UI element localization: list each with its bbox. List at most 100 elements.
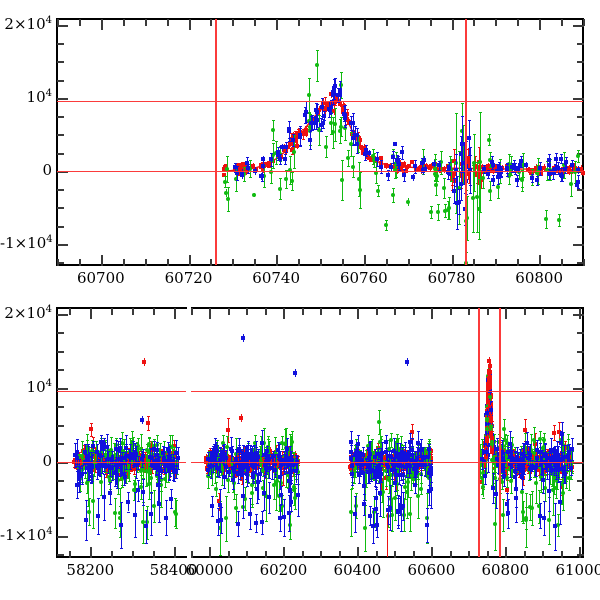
bottom-ytick-minor: [57, 351, 64, 353]
top-point-blue-errorcap: [299, 128, 302, 129]
top-point-green-errorcap: [476, 232, 479, 233]
top-point-blue: [379, 164, 384, 169]
top-point-red: [250, 163, 255, 168]
top-ytick-label: 2×104: [4, 14, 52, 33]
bottom-point-green-errorcap: [396, 434, 399, 435]
top-point-green: [314, 63, 319, 68]
top-point-green-errorcap: [499, 159, 502, 160]
bottom-ytick-minor: [57, 388, 68, 390]
top-point-blue-errorcap: [396, 155, 399, 156]
top-point-green-errorcap: [570, 196, 573, 197]
bottom-xtick: [468, 308, 470, 315]
top-point-blue-errorcap: [270, 166, 273, 167]
bottom-ytick-minor: [577, 499, 584, 501]
top-point-blue: [374, 156, 379, 161]
top-point-blue: [563, 166, 568, 171]
top-point-green-errorcap: [478, 239, 481, 240]
top-point-green-errorcap: [546, 180, 549, 181]
top-point-green-errorcap: [279, 199, 282, 200]
bottom-point-green-errorcap: [294, 509, 297, 510]
top-point-green-errorcap: [347, 166, 350, 167]
top-point-blue-errorcap: [560, 181, 563, 182]
bottom-xtick: [413, 308, 415, 315]
bottom-point-green-errorcap: [528, 480, 531, 481]
bottom-point-green-errorcap: [367, 435, 370, 436]
top-ytick-minor: [57, 153, 64, 155]
top-point-blue: [537, 166, 542, 171]
top-point-blue-errorcap: [469, 147, 472, 148]
bottom-xtick: [487, 551, 489, 558]
bottom-ytick-minor: [57, 480, 64, 482]
top-point-red-errorcap: [297, 129, 300, 130]
top-point-red-errorcap: [474, 156, 477, 157]
top-point-blue: [547, 158, 552, 163]
top-xtick: [145, 259, 147, 266]
top-point-blue-errorcap: [322, 119, 325, 120]
top-point-red: [488, 168, 493, 173]
top-point-red: [341, 103, 346, 108]
top-point-red-errorcap: [305, 126, 308, 127]
top-point-blue-errorcap: [277, 150, 280, 151]
top-point-blue-errorcap: [288, 121, 291, 122]
top-point-blue-errorcap: [548, 166, 551, 167]
top-xtick-label: 60720: [164, 269, 213, 287]
top-ytick-minor: [57, 171, 68, 173]
top-point-blue: [303, 109, 308, 114]
bottom-xtick: [153, 551, 155, 558]
top-point-red: [266, 163, 271, 168]
top-point-blue: [245, 161, 250, 166]
top-xtick: [320, 19, 322, 26]
top-point-blue-errorcap: [520, 156, 523, 157]
bottom-point-green-errorcap: [145, 486, 148, 487]
top-point-green-errorcap: [289, 156, 292, 157]
top-point-blue-errorcap: [447, 165, 450, 166]
bottom-xtick: [524, 308, 526, 315]
top-point-blue-errorcap: [555, 153, 558, 154]
top-point-blue: [240, 173, 245, 178]
bottom-xtick: [302, 308, 304, 315]
top-point-blue-errorcap: [246, 157, 249, 158]
top-point-blue: [390, 154, 395, 159]
top-point-blue-errorcap: [571, 160, 574, 161]
top-point-green: [405, 200, 410, 205]
top-point-green-errorcap: [291, 172, 294, 173]
top-point-blue: [491, 178, 496, 183]
top-point-red: [304, 128, 309, 133]
top-point-green-errorcap: [435, 195, 438, 196]
top-point-blue: [518, 159, 523, 164]
bottom-ytick-minor: [577, 332, 584, 334]
top-point-red: [500, 165, 505, 170]
bottom-xtick: [431, 308, 433, 319]
bottom-point-green-errorcap: [548, 544, 551, 545]
top-ytick-label: -1×104: [0, 233, 53, 252]
top-point-green-errorcap: [394, 178, 397, 179]
top-point-blue: [555, 166, 560, 171]
bottom-ytick-minor: [577, 443, 584, 445]
bottom-xtick: [191, 551, 193, 558]
top-point-red-errorcap: [467, 149, 470, 150]
top-point-blue: [554, 157, 559, 162]
top-point-blue: [269, 157, 274, 162]
bottom-point-green-errorcap: [86, 434, 89, 435]
top-point-red: [407, 163, 411, 168]
top-point-green-errorcap: [482, 188, 485, 189]
top-point-blue: [395, 157, 400, 162]
top-point-red-errorcap: [467, 179, 470, 180]
top-point-green-errorcap: [443, 198, 446, 199]
bottom-point-green-errorcap: [88, 498, 91, 499]
top-point-red: [539, 171, 544, 176]
top-point-green: [543, 217, 548, 222]
top-xtick: [583, 259, 585, 266]
top-point-green-errorcap: [472, 232, 475, 233]
top-point-green-errorcap: [489, 200, 492, 201]
top-point-green: [433, 182, 438, 187]
top-point-blue-errorcap: [309, 131, 312, 132]
top-ytick-minor: [573, 98, 584, 100]
bottom-point-green: [84, 480, 89, 485]
top-point-green: [487, 188, 492, 193]
top-point-red-errorcap: [324, 97, 327, 98]
top-point-blue: [558, 156, 563, 161]
top-point-blue-errorcap: [364, 160, 367, 161]
bottom-xtick: [69, 551, 71, 558]
